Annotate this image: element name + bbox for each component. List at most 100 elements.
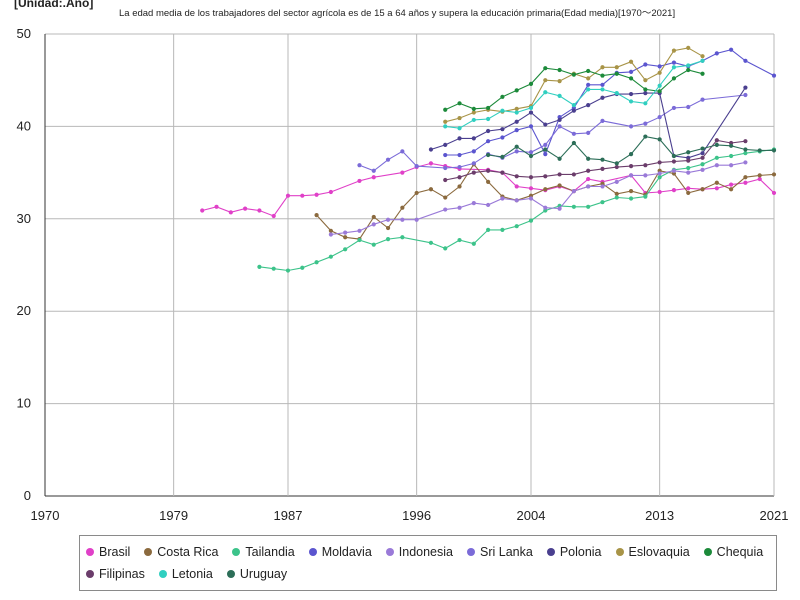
data-point [628,188,634,194]
legend-marker [385,548,394,556]
data-point [471,110,476,115]
data-point [743,151,748,156]
data-point [500,170,505,175]
legend-label: Sri Lanka [480,545,533,559]
data-point [414,190,419,196]
legend-row: Filipinas Letonia Uruguay [86,563,776,585]
legend-item: Eslovaquia [615,545,690,559]
data-point [486,116,491,122]
data-point [557,206,562,211]
data-point [600,95,605,100]
data-point [457,184,462,189]
data-point [486,128,491,134]
x-tick-label: 2013 [645,508,674,523]
legend-marker [226,570,235,578]
data-point [729,182,734,187]
data-point [414,164,419,169]
data-point [700,146,705,151]
legend-item: Indonesia [385,545,453,559]
data-point [600,118,605,123]
data-point [628,152,634,157]
data-point [500,227,505,232]
x-tick-label: 2021 [760,508,789,523]
y-tick-label: 40 [17,118,31,133]
legend-marker [546,548,555,556]
data-point [400,235,405,240]
legend-item: Brasil [86,545,130,559]
data-point [614,71,619,76]
data-point [600,82,605,87]
legend-label: Polonia [559,545,602,559]
data-point [500,154,505,159]
data-point [357,178,362,184]
data-point [700,187,705,192]
data-point [385,225,391,231]
data-point [428,147,434,152]
y-tick-label: 30 [17,211,31,226]
data-point [543,147,548,152]
legend-item: Moldavia [308,545,372,559]
x-tick-label: 1970 [31,508,60,523]
data-point [443,246,448,251]
data-point [443,165,448,171]
data-point [471,106,476,111]
data-point [457,136,462,141]
data-point [643,134,648,139]
data-point [600,65,605,70]
data-point [614,179,619,184]
data-point [514,119,519,124]
x-tick-label: 1996 [402,508,431,523]
legend-item: Uruguay [226,567,287,581]
data-point [443,195,448,200]
y-tick-label: 10 [17,396,31,411]
data-point [657,189,662,195]
data-point [471,200,476,206]
data-point [443,177,448,183]
data-point [443,124,448,129]
legend-marker [467,548,475,556]
data-point [586,76,591,81]
data-point [514,110,519,115]
data-point [343,235,348,240]
data-point [314,213,319,218]
data-point [400,170,405,175]
data-point [714,142,719,147]
data-point [557,172,562,177]
data-point [528,110,534,115]
data-point [643,173,648,178]
data-point [643,101,648,106]
data-point [628,76,634,81]
data-point [514,149,519,154]
legend-marker [86,548,94,556]
data-point [586,87,591,92]
data-point [328,232,333,237]
data-point [657,83,662,88]
data-point [714,155,719,160]
series-chequia [443,66,705,112]
data-point [586,176,591,182]
data-point [700,97,705,102]
data-point [528,150,534,155]
data-point [314,192,319,197]
series-line [445,139,746,181]
legend-marker [615,548,624,556]
chart-title: La edad media de los trabajadores del se… [119,8,675,19]
data-point [371,222,376,227]
data-point [643,62,648,67]
legend-item: Polonia [546,545,602,559]
data-point [543,152,548,157]
data-point [300,193,305,198]
data-point [385,237,391,242]
legend-row: Brasil Costa Rica Tailandia Moldavia Indones… [86,541,776,563]
data-point [471,136,476,141]
data-point [528,196,534,201]
data-point [571,204,576,209]
series-tailandia [257,147,777,273]
data-point [600,184,605,189]
data-point [314,260,319,265]
data-point [686,45,691,50]
data-point [628,69,634,74]
series-line [330,161,746,236]
data-point [514,174,519,179]
data-point [371,175,376,180]
